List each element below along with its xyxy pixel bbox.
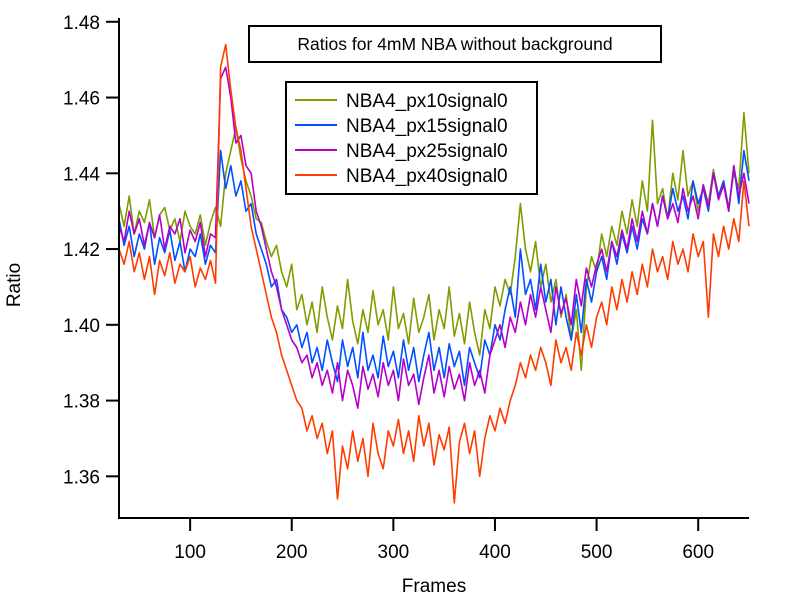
x-tick-label: 500 — [581, 542, 613, 563]
chart-title-box: Ratios for 4mM NBA without background — [248, 25, 662, 63]
chart-title: Ratios for 4mM NBA without background — [297, 34, 612, 54]
legend-label: NBA4_px10signal0 — [346, 91, 508, 112]
series-layer — [118, 43, 750, 504]
series-line-NBA4_px25signal0 — [118, 66, 750, 410]
series-line-NBA4_px40signal0 — [118, 43, 750, 504]
legend-label: NBA4_px40signal0 — [346, 166, 508, 187]
series-line-NBA4_px10signal0 — [118, 111, 750, 372]
x-tick-label: 400 — [479, 542, 511, 563]
x-axis-label: Frames — [402, 576, 466, 597]
y-axis-label: Ratio — [4, 263, 25, 307]
x-tick-label: 100 — [174, 542, 206, 563]
y-tick-label: 1.40 — [63, 316, 100, 337]
legend: NBA4_px10signal0 NBA4_px15signal0 NBA4_px2… — [285, 81, 538, 195]
y-tick-label: 1.42 — [63, 240, 100, 261]
y-tick-label: 1.36 — [63, 467, 100, 488]
legend-label: NBA4_px25signal0 — [346, 141, 508, 162]
series-line-NBA4_px15signal0 — [118, 149, 750, 387]
y-tick-label: 1.38 — [63, 392, 100, 413]
x-tick-label: 600 — [682, 542, 714, 563]
y-tick-label: 1.48 — [63, 13, 100, 34]
y-tick-label: 1.46 — [63, 89, 100, 110]
y-ticks: 1.36 1.38 1.40 1.42 1.44 1.46 1.48 — [63, 13, 119, 488]
x-tick-label: 300 — [378, 542, 410, 563]
legend-label: NBA4_px15signal0 — [346, 116, 508, 137]
x-tick-label: 200 — [276, 542, 308, 563]
y-tick-label: 1.44 — [63, 164, 100, 185]
x-ticks: 100 200 300 400 500 600 — [174, 518, 714, 563]
